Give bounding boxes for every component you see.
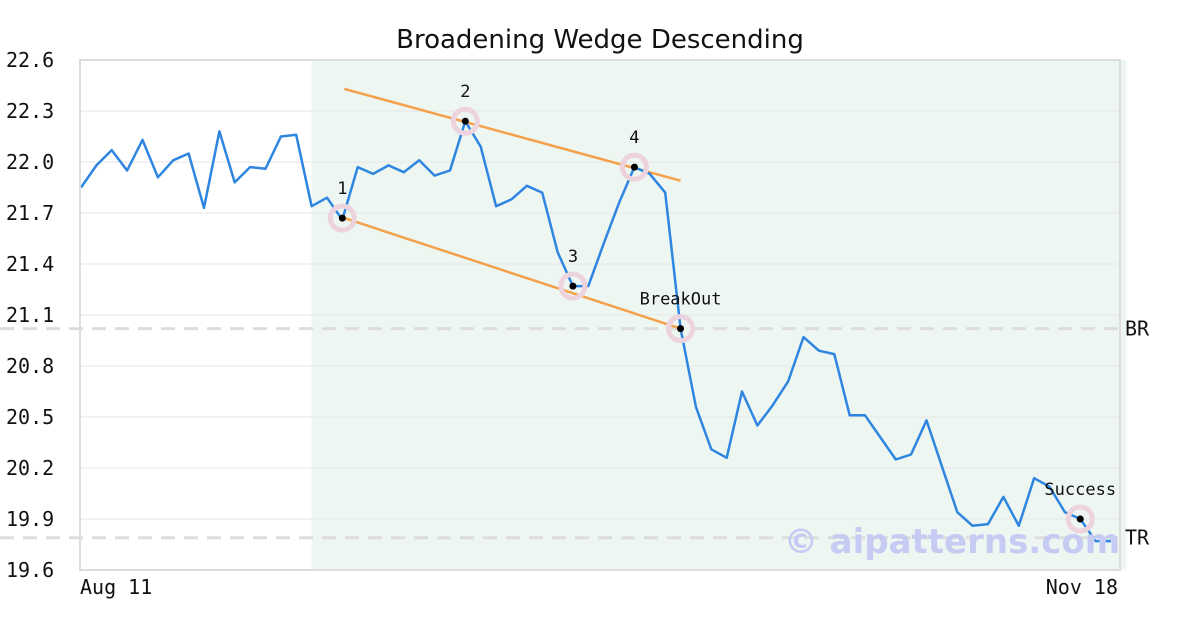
marker-dot <box>677 325 685 333</box>
price-series <box>79 119 1111 543</box>
annotation-label: 3 <box>568 247 578 267</box>
annotation-label: Success <box>1044 480 1116 500</box>
price-line <box>79 119 1111 543</box>
trendline-1 <box>343 216 681 330</box>
marker-halo <box>1065 504 1095 534</box>
y-tick-label: 20.8 <box>6 354 54 378</box>
marker-halo <box>619 152 649 182</box>
y-tick-label: 21.1 <box>6 303 54 327</box>
marker-dot <box>630 163 638 171</box>
chart-title: Broadening Wedge Descending <box>396 25 804 55</box>
reference-label-br: BR <box>1125 317 1150 341</box>
marker-halo <box>558 271 588 301</box>
annotation-label: 1 <box>337 179 347 199</box>
y-tick-label: 21.7 <box>6 201 54 225</box>
gridlines <box>80 110 1120 520</box>
reference-label-tr: TR <box>1125 526 1150 550</box>
y-tick-label: 22.0 <box>6 150 54 174</box>
marker-dot <box>338 214 346 222</box>
axes: 22.6 22.3 22.0 21.7 21.4 21.1 20.8 20.5 20.2 19.9… <box>6 48 1121 599</box>
marker-halo <box>450 106 480 136</box>
y-tick-label: 22.6 <box>6 48 54 72</box>
annotations: 1 2 3 4 BreakOut Success <box>327 82 1116 534</box>
marker-dot <box>1076 515 1084 523</box>
annotation-label: 4 <box>629 128 639 148</box>
x-tick-label: Aug 11 <box>80 575 152 599</box>
y-tick-label: 20.2 <box>6 456 54 480</box>
reference-lines: BR TR <box>0 317 1150 550</box>
annotation-label: BreakOut <box>640 290 722 310</box>
marker-halo <box>327 203 357 233</box>
y-tick-label: 20.5 <box>6 405 54 429</box>
marker-dot <box>461 117 469 125</box>
annotation-label: 2 <box>460 82 470 102</box>
marker-dot <box>569 282 577 290</box>
x-tick-label: Nov 18 <box>1046 575 1118 599</box>
marker-halo <box>666 314 696 344</box>
y-tick-label: 21.4 <box>6 252 54 276</box>
y-tick-label: 22.3 <box>6 99 54 123</box>
plot-frame <box>79 59 1121 571</box>
y-tick-label: 19.9 <box>6 507 54 531</box>
y-tick-label: 19.6 <box>6 558 54 582</box>
watermark: © aipatterns.com <box>784 522 1120 562</box>
